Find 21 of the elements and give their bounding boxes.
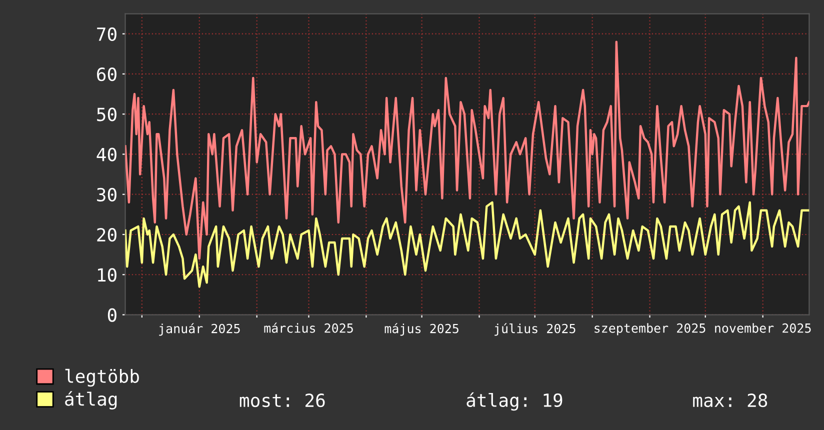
- x-tick-label: július 2025: [494, 323, 576, 336]
- y-tick-label: 40: [96, 148, 116, 162]
- y-tick-label: 20: [97, 228, 116, 242]
- line-series: [125, 201, 810, 288]
- x-tick-label: május 2025: [384, 323, 458, 336]
- legend-label: legtöbb: [65, 368, 139, 387]
- x-tick-label: november 2025: [715, 323, 811, 333]
- x-tick-label: március 2025: [264, 322, 353, 333]
- text: átlag: 19: [466, 392, 562, 411]
- legend-label: átlag: [65, 391, 117, 410]
- x-tick-label: január 2025: [159, 323, 240, 336]
- text: max: 28: [693, 393, 768, 408]
- text: most: 26: [240, 393, 325, 408]
- y-tick-label: 0: [108, 308, 116, 322]
- y-tick-label: 50: [97, 108, 116, 122]
- line-series: [125, 40, 810, 260]
- y-tick-label: 10: [98, 268, 116, 282]
- y-tick-label: 70: [97, 27, 116, 41]
- x-tick-label: szeptember 2025: [594, 323, 706, 336]
- y-tick-label: 60: [97, 67, 116, 82]
- y-tick-label: 30: [97, 188, 116, 202]
